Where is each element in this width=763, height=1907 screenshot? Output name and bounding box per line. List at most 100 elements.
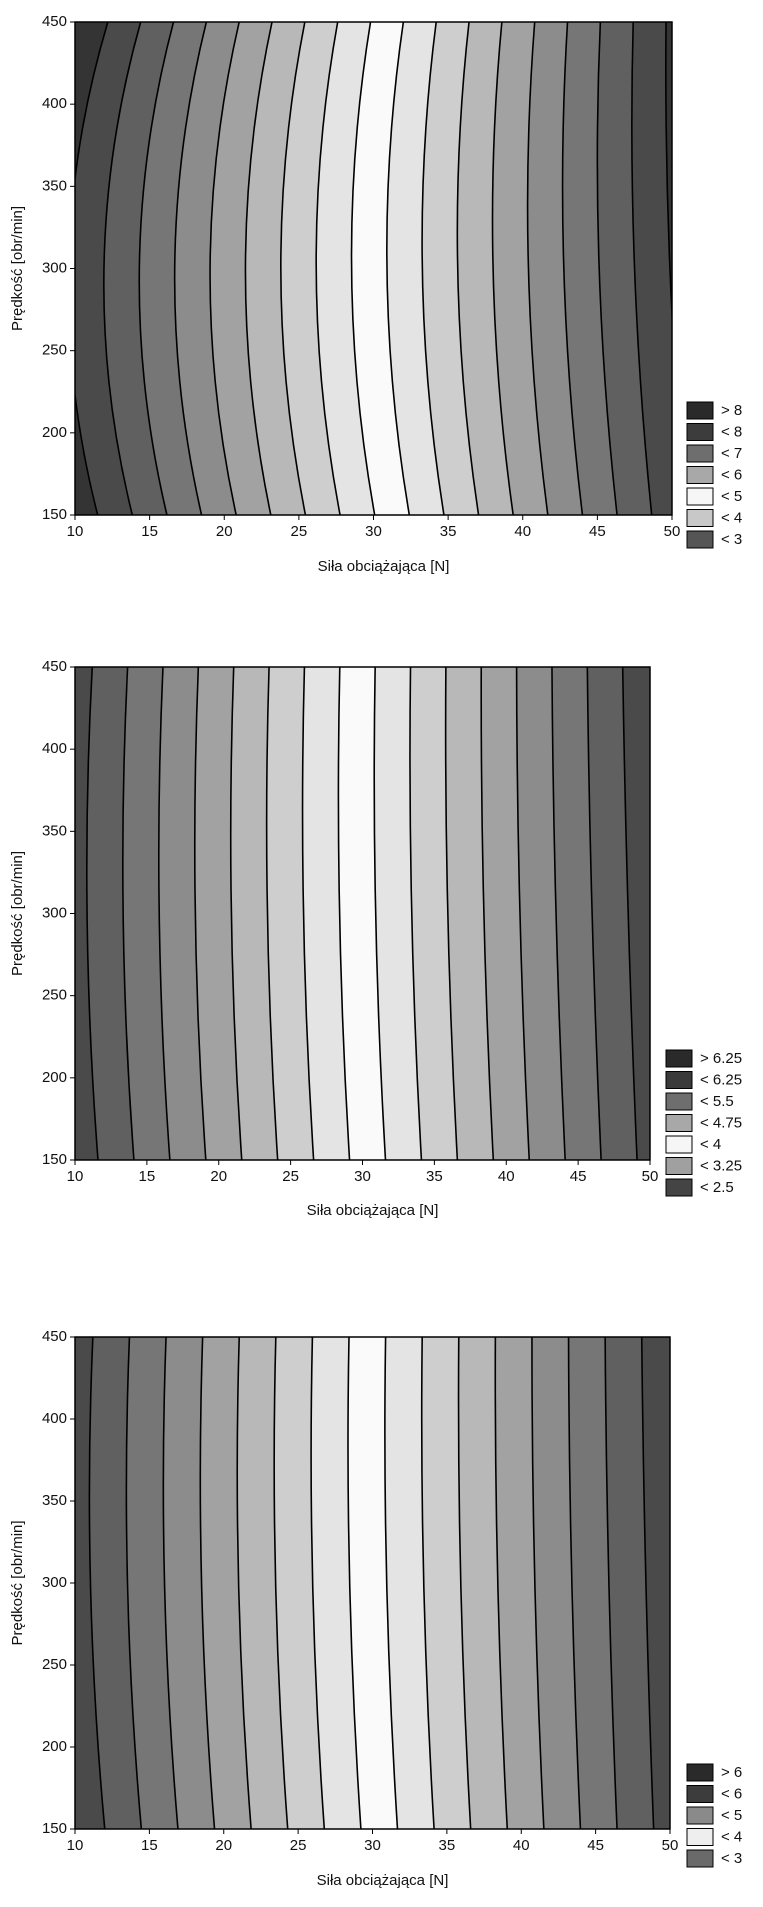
contour-band bbox=[86, 667, 134, 1160]
legend-label: < 6.25 bbox=[700, 1071, 742, 1088]
contour-line bbox=[103, 22, 142, 515]
contour-line bbox=[244, 22, 273, 515]
contour-band bbox=[230, 667, 278, 1160]
y-tick-label: 450 bbox=[42, 658, 67, 675]
legend-label: > 6 bbox=[721, 1764, 742, 1781]
y-tick-label: 200 bbox=[42, 1069, 67, 1086]
x-tick-label: 15 bbox=[141, 1837, 158, 1854]
contour-line bbox=[236, 1337, 252, 1829]
x-tick-label: 35 bbox=[426, 1168, 443, 1185]
x-tick-label: 25 bbox=[291, 523, 308, 540]
contour-band bbox=[280, 22, 341, 515]
contour-line bbox=[162, 1337, 179, 1829]
legend-swatch bbox=[686, 509, 714, 527]
contour-line bbox=[75, 22, 109, 515]
y-tick-label: 250 bbox=[42, 1656, 67, 1673]
legend-label: < 3 bbox=[721, 1850, 742, 1867]
contour-area bbox=[75, 1337, 690, 1829]
x-tick-label: 50 bbox=[662, 1837, 679, 1854]
x-tick-label: 40 bbox=[514, 523, 531, 540]
y-axis-label: Prędkość [obr/min] bbox=[9, 1520, 26, 1645]
x-tick-label: 50 bbox=[642, 1168, 659, 1185]
x-tick-label: 25 bbox=[282, 1168, 299, 1185]
contour-band bbox=[200, 1337, 252, 1829]
contour-line bbox=[373, 667, 387, 1160]
x-tick-label: 20 bbox=[216, 523, 233, 540]
legend-label: < 5.5 bbox=[700, 1093, 734, 1110]
contour-band bbox=[89, 1337, 142, 1829]
legend-swatch bbox=[665, 1114, 693, 1132]
contour-band bbox=[194, 667, 242, 1160]
x-tick-label: 20 bbox=[210, 1168, 227, 1185]
contour-line bbox=[386, 22, 411, 515]
y-tick-label: 300 bbox=[42, 1574, 67, 1591]
contour-band bbox=[665, 22, 672, 314]
x-axis-label: Siła obciążająca [N] bbox=[317, 1872, 449, 1889]
contour-area bbox=[75, 22, 672, 515]
contour-band bbox=[237, 1337, 288, 1829]
x-tick-label: 30 bbox=[354, 1168, 371, 1185]
contour-band bbox=[531, 1337, 581, 1829]
x-tick-label: 10 bbox=[67, 523, 84, 540]
x-tick-label: 25 bbox=[290, 1837, 307, 1854]
legend-swatch bbox=[686, 530, 714, 549]
contour-line bbox=[604, 1337, 618, 1829]
y-axis-label: Prędkość [obr/min] bbox=[9, 206, 26, 331]
x-tick-label: 10 bbox=[67, 1837, 84, 1854]
contour-line bbox=[122, 667, 135, 1160]
legend-swatch bbox=[665, 1092, 693, 1111]
contour-band bbox=[163, 1337, 215, 1829]
contour-line bbox=[640, 1337, 655, 1829]
legend-swatch bbox=[686, 1806, 714, 1825]
legend-swatch bbox=[686, 401, 714, 420]
contour-band bbox=[316, 22, 375, 515]
y-tick-label: 150 bbox=[42, 1820, 67, 1837]
contour-line bbox=[678, 1337, 690, 1829]
x-tick-label: 40 bbox=[498, 1168, 515, 1185]
y-tick-label: 300 bbox=[42, 904, 67, 921]
contour-line bbox=[456, 22, 480, 515]
contour-line bbox=[515, 667, 531, 1160]
legend-swatch bbox=[686, 1849, 714, 1868]
x-tick-label: 35 bbox=[439, 1837, 456, 1854]
y-tick-label: 450 bbox=[42, 13, 67, 30]
contour-line bbox=[494, 1337, 509, 1829]
legend-swatch bbox=[665, 1049, 693, 1068]
legend-label: < 2.5 bbox=[700, 1179, 734, 1196]
contour-line bbox=[350, 22, 376, 515]
legend-label: < 4 bbox=[721, 509, 742, 526]
contour-line bbox=[193, 667, 207, 1160]
y-tick-label: 350 bbox=[42, 177, 67, 194]
contour-area bbox=[75, 667, 650, 1160]
y-tick-label: 450 bbox=[42, 1328, 67, 1345]
legend-label: > 8 bbox=[721, 402, 742, 419]
x-tick-label: 50 bbox=[664, 523, 681, 540]
contour-line bbox=[586, 667, 602, 1160]
legend-swatch bbox=[686, 466, 714, 484]
contour-band bbox=[126, 1337, 178, 1829]
legend-label: < 5 bbox=[721, 1807, 742, 1824]
legend-swatch bbox=[665, 1135, 693, 1154]
legend-label: > 6.25 bbox=[700, 1050, 742, 1067]
x-tick-label: 15 bbox=[139, 1168, 156, 1185]
contour-band bbox=[210, 22, 273, 515]
contour-line bbox=[531, 1337, 545, 1829]
y-tick-label: 150 bbox=[42, 506, 67, 523]
legend-label: < 7 bbox=[721, 445, 742, 462]
contour-line bbox=[384, 1337, 399, 1829]
y-tick-label: 250 bbox=[42, 342, 67, 359]
y-tick-label: 250 bbox=[42, 987, 67, 1004]
legend-label: < 6 bbox=[721, 466, 742, 483]
contour-band bbox=[122, 667, 170, 1160]
legend-swatch bbox=[686, 444, 714, 463]
contour-band bbox=[422, 22, 479, 515]
legend-swatch bbox=[686, 1785, 714, 1803]
contour-band bbox=[311, 1337, 361, 1829]
contour-line bbox=[561, 22, 584, 515]
legend-swatch bbox=[665, 1157, 693, 1175]
y-tick-label: 350 bbox=[42, 822, 67, 839]
y-tick-label: 400 bbox=[42, 740, 67, 757]
legend-label: < 6 bbox=[721, 1785, 742, 1802]
x-tick-label: 45 bbox=[587, 1837, 604, 1854]
x-tick-label: 15 bbox=[141, 523, 158, 540]
